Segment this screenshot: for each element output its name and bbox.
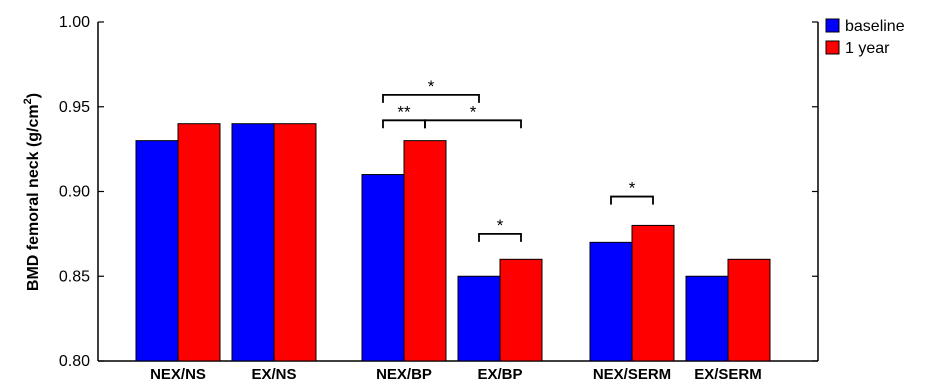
bar-baseline-nex-serm: [589, 241, 633, 362]
bracket-line: [478, 232, 522, 242]
significance-marker: **: [397, 102, 411, 121]
legend-label: 1 year: [845, 40, 890, 57]
significance-annotations: ******: [382, 77, 654, 242]
x-axis: NEX/NS EX/NS NEX/BP EX/BP NEX/SERM EX/SERM: [150, 356, 762, 383]
significance-marker: *: [497, 216, 504, 235]
y-tick-label: 0.80: [59, 353, 90, 370]
significance-bracket: *: [610, 179, 654, 205]
significance-bracket: *: [382, 77, 480, 103]
bracket-line: [424, 119, 522, 129]
y-axis-label: BMD femoral neck (g/cm2): [22, 93, 42, 291]
x-tick-label: NEX/SERM: [593, 366, 671, 383]
significance-bracket: **: [382, 102, 426, 129]
legend-swatch: [825, 18, 840, 33]
legend: baseline 1 year: [825, 18, 905, 57]
legend-item-baseline: baseline: [825, 18, 905, 35]
x-tick-label: EX/BP: [477, 366, 522, 383]
x-tick-label: NEX/BP: [376, 366, 432, 383]
bar-baseline-nex-bp: [361, 174, 405, 362]
bar-baseline-ex-ns: [231, 123, 275, 362]
y-axis-label-superscript: 2: [22, 98, 34, 104]
bar-baseline-ex-serm: [685, 275, 729, 362]
y-axis-label-main: BMD femoral neck (g/cm: [25, 104, 42, 291]
y-tick-label: 0.85: [59, 268, 90, 285]
x-tick-label: EX/NS: [251, 366, 296, 383]
bracket-line: [610, 195, 654, 205]
y-axis: 0.80 0.85 0.90 0.95 1.00: [59, 14, 818, 370]
significance-marker: *: [470, 102, 477, 121]
bar-one-year-nex-bp: [403, 140, 447, 362]
bar-one-year-nex-ns: [177, 123, 221, 362]
bars: [135, 123, 771, 362]
y-tick-label: 1.00: [59, 14, 90, 31]
x-tick-label: NEX/NS: [150, 366, 206, 383]
significance-bracket: *: [424, 102, 522, 129]
bar-one-year-ex-ns: [273, 123, 317, 362]
bar-one-year-ex-bp: [499, 258, 543, 362]
bar-baseline-ex-bp: [457, 275, 501, 362]
bracket-line: [382, 93, 480, 103]
x-tick-label: EX/SERM: [694, 366, 762, 383]
legend-item-one-year: 1 year: [825, 40, 890, 57]
y-tick-label: 0.95: [59, 99, 90, 116]
legend-label: baseline: [845, 18, 905, 35]
bar-one-year-ex-serm: [727, 258, 771, 362]
y-axis-label-close: ): [25, 93, 42, 98]
bar-baseline-nex-ns: [135, 140, 179, 362]
bar-one-year-nex-serm: [631, 224, 675, 362]
significance-marker: *: [629, 179, 636, 198]
significance-marker: *: [428, 77, 435, 96]
significance-bracket: *: [478, 216, 522, 242]
y-tick-label: 0.90: [59, 184, 90, 201]
legend-swatch: [825, 40, 840, 55]
bracket-line: [382, 119, 426, 129]
